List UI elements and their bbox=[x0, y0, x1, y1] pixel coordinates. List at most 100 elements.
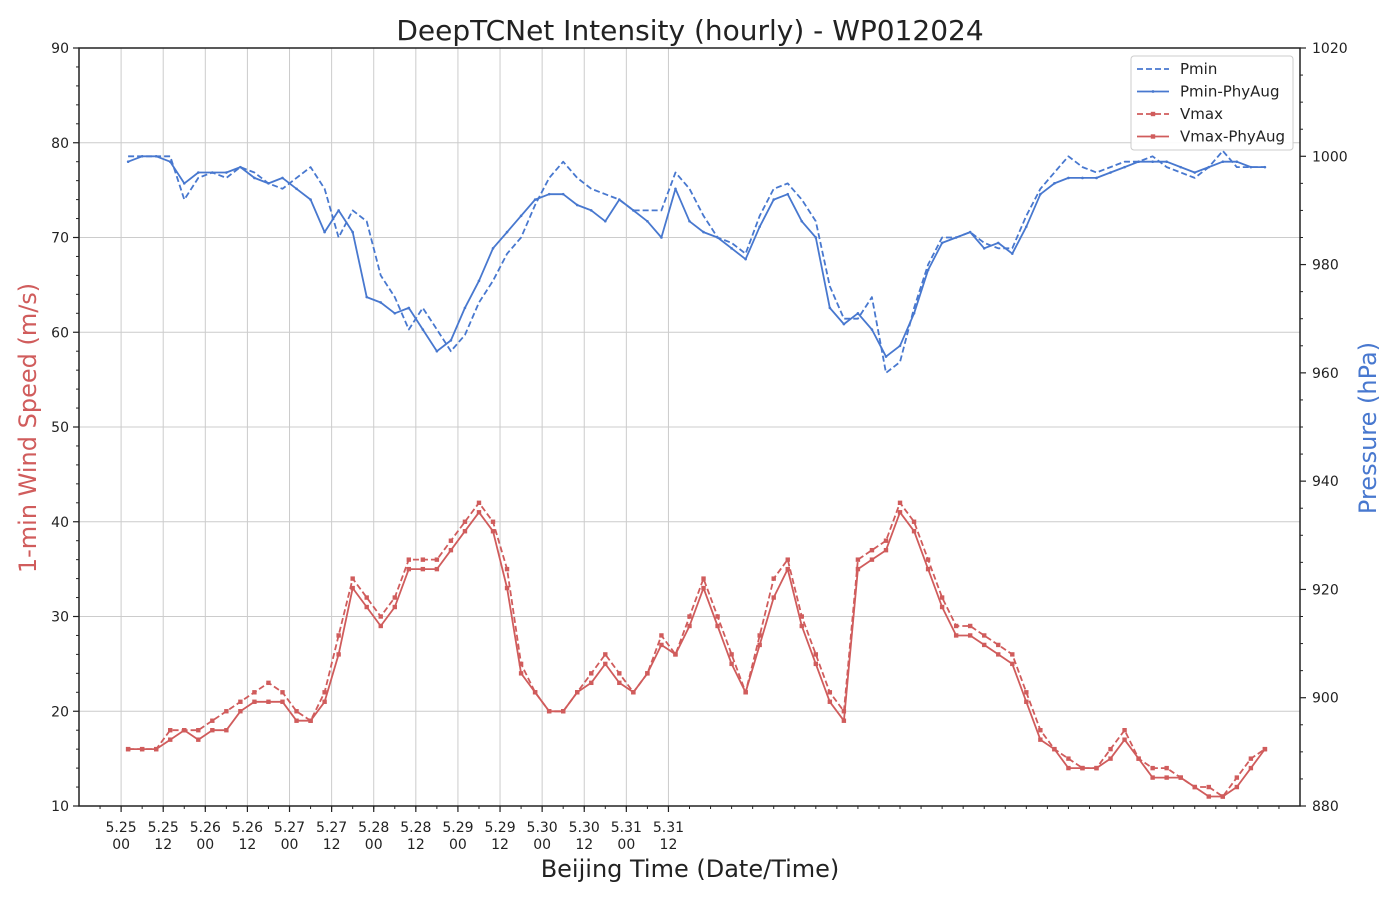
data-point-marker bbox=[827, 690, 833, 695]
data-point-marker bbox=[771, 576, 776, 581]
data-point-marker bbox=[393, 312, 397, 315]
x-tick-hour: 00 bbox=[365, 837, 383, 853]
y-right-tick-label: 920 bbox=[1312, 582, 1339, 598]
data-point-marker bbox=[518, 661, 524, 667]
x-tick-date: 5.29 bbox=[484, 820, 515, 836]
data-point-marker bbox=[687, 623, 692, 629]
y-right-tick-label: 980 bbox=[1312, 258, 1339, 274]
data-point-marker bbox=[476, 500, 482, 505]
data-point-marker bbox=[674, 187, 677, 191]
data-point-marker bbox=[659, 633, 664, 638]
data-point-marker bbox=[210, 728, 215, 733]
data-point-marker bbox=[617, 671, 622, 676]
data-point-marker bbox=[575, 690, 580, 695]
y-axis-right-label: Pressure (hPa) bbox=[1354, 342, 1382, 514]
data-point-marker bbox=[420, 557, 426, 562]
legend-label: Pmin-PhyAug bbox=[1180, 83, 1279, 101]
data-point-marker bbox=[940, 241, 944, 245]
data-point-marker bbox=[939, 604, 945, 610]
data-point-marker bbox=[309, 198, 312, 201]
data-point-marker bbox=[211, 171, 214, 174]
y-left-tick-label: 40 bbox=[51, 515, 69, 531]
data-point-marker bbox=[267, 182, 270, 185]
data-point-marker bbox=[1150, 765, 1155, 771]
data-point-marker bbox=[504, 566, 510, 572]
x-tick-date: 5.28 bbox=[400, 820, 431, 836]
series-line-vmax bbox=[128, 501, 1266, 798]
data-point-marker bbox=[912, 312, 916, 315]
data-point-marker bbox=[448, 547, 454, 553]
data-point-marker bbox=[744, 257, 747, 261]
data-point-marker bbox=[546, 709, 552, 714]
data-point-marker bbox=[673, 652, 678, 657]
x-tick-hour: 12 bbox=[154, 837, 172, 853]
y-right-tick-label: 960 bbox=[1312, 366, 1339, 382]
data-point-marker bbox=[883, 538, 889, 543]
data-point-marker bbox=[210, 718, 215, 723]
data-point-marker bbox=[196, 728, 201, 733]
data-point-marker bbox=[799, 614, 804, 619]
y-left-tick-label: 90 bbox=[51, 41, 69, 57]
data-point-marker bbox=[280, 699, 285, 704]
data-point-marker bbox=[967, 633, 973, 638]
x-axis-label: Beijing Time (Date/Time) bbox=[541, 855, 840, 883]
data-point-marker bbox=[295, 187, 298, 191]
data-point-marker bbox=[996, 642, 1001, 648]
y-right-tick-label: 1020 bbox=[1312, 41, 1348, 57]
legend-label: Vmax bbox=[1180, 105, 1223, 123]
data-point-marker bbox=[1150, 775, 1155, 780]
data-point-marker bbox=[1067, 176, 1070, 180]
legend-marker bbox=[1151, 90, 1155, 93]
x-tick-hour: 12 bbox=[575, 837, 593, 853]
data-point-marker bbox=[434, 557, 440, 562]
data-point-marker bbox=[168, 728, 173, 733]
data-point-marker bbox=[1193, 171, 1197, 174]
data-point-marker bbox=[126, 160, 130, 163]
data-point-marker bbox=[350, 576, 355, 581]
x-tick-date: 5.30 bbox=[527, 820, 558, 836]
data-point-marker bbox=[1024, 690, 1029, 695]
data-point-marker bbox=[1081, 176, 1084, 180]
data-point-marker bbox=[168, 737, 173, 742]
data-point-marker bbox=[715, 623, 720, 629]
data-point-marker bbox=[1248, 765, 1254, 771]
data-point-marker bbox=[224, 728, 229, 733]
data-point-marker bbox=[1038, 728, 1043, 733]
data-point-marker bbox=[1234, 784, 1240, 790]
data-point-marker bbox=[547, 192, 551, 196]
data-point-marker bbox=[1151, 160, 1154, 163]
y-left-tick-label: 10 bbox=[51, 799, 69, 815]
data-point-marker bbox=[925, 557, 931, 562]
data-point-marker bbox=[800, 219, 804, 223]
data-point-marker bbox=[1052, 746, 1057, 752]
data-point-marker bbox=[603, 219, 607, 223]
series-layer bbox=[125, 149, 1268, 799]
y-left-tick-label: 20 bbox=[51, 704, 69, 720]
data-point-marker bbox=[225, 171, 228, 174]
x-tick-date: 5.25 bbox=[148, 820, 179, 836]
y-right-tick-label: 1000 bbox=[1312, 149, 1348, 165]
data-point-marker bbox=[1164, 775, 1169, 780]
series-line-vmax-phyaug bbox=[128, 511, 1266, 798]
data-point-marker bbox=[1207, 165, 1211, 169]
y-right-tick-label: 940 bbox=[1312, 474, 1339, 490]
data-point-marker bbox=[477, 279, 481, 283]
x-tick-hour: 12 bbox=[491, 837, 509, 853]
data-point-marker bbox=[1165, 160, 1168, 163]
legend-label: Vmax-PhyAug bbox=[1180, 128, 1285, 146]
data-point-marker bbox=[701, 585, 706, 591]
data-point-marker bbox=[435, 349, 439, 353]
data-point-marker bbox=[532, 690, 538, 695]
data-point-marker bbox=[168, 160, 172, 163]
data-point-marker bbox=[1206, 784, 1211, 790]
y-left-tick-label: 60 bbox=[51, 325, 69, 341]
data-point-marker bbox=[953, 633, 959, 638]
data-point-marker bbox=[758, 225, 761, 228]
y-left-tick-label: 80 bbox=[51, 136, 69, 152]
data-point-marker bbox=[953, 623, 959, 629]
y-right-tick-label: 900 bbox=[1312, 691, 1339, 707]
data-point-marker bbox=[1010, 661, 1015, 667]
data-point-marker bbox=[1206, 794, 1211, 799]
data-point-marker bbox=[1066, 756, 1071, 761]
